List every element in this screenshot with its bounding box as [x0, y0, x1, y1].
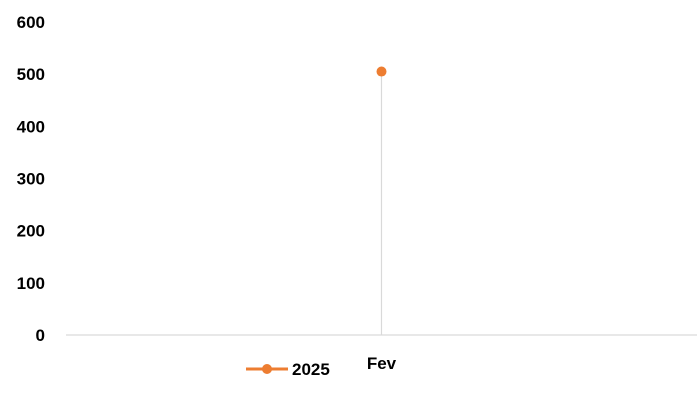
legend-series-label: 2025 [292, 360, 330, 379]
series-layer [376, 66, 387, 77]
y-tick-label: 300 [17, 170, 45, 189]
legend-series-marker [262, 364, 272, 374]
y-tick-label: 200 [17, 222, 45, 241]
legend: 2025 [246, 360, 330, 379]
y-axis: 0 100 200 300 400 500 600 [17, 13, 45, 345]
x-axis: Fev [367, 354, 397, 373]
y-tick-label: 400 [17, 117, 45, 136]
y-tick-label: 600 [17, 13, 45, 32]
x-tick-label: Fev [367, 354, 397, 373]
y-tick-label: 100 [17, 274, 45, 293]
y-tick-label: 500 [17, 65, 45, 84]
data-point [376, 66, 387, 77]
y-tick-label: 0 [36, 326, 45, 345]
